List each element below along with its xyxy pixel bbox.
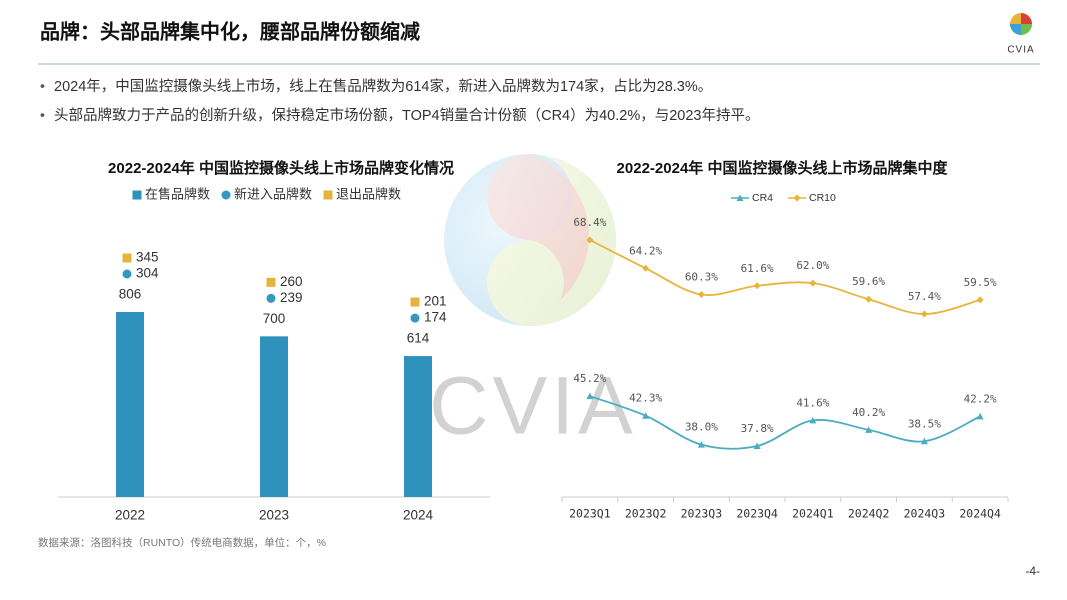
data-point — [976, 412, 984, 420]
value-label: 45.2% — [573, 372, 606, 385]
value-label: 38.0% — [685, 421, 718, 434]
bullet: 2024年，中国监控摄像头线上市场，线上在售品牌数为614家，新进入品牌数为17… — [54, 78, 712, 95]
value-label: 59.6% — [852, 275, 885, 288]
x-tick-label: 2024 — [403, 508, 434, 523]
marker-value-label: 239 — [280, 290, 303, 305]
x-tick-label: 2023Q3 — [681, 507, 723, 521]
chart-title: 2022-2024年 中国监控摄像头线上市场品牌变化情况 — [108, 159, 454, 177]
data-point — [586, 236, 594, 244]
x-tick-label: 2022 — [115, 508, 145, 523]
marker-value-label: 260 — [280, 274, 303, 289]
bar — [404, 356, 432, 497]
x-tick-label: 2024Q4 — [959, 507, 1001, 521]
x-tick-label: 2024Q1 — [792, 507, 834, 521]
legend-marker — [221, 190, 231, 200]
value-label: 61.6% — [741, 262, 774, 275]
series-line — [589, 395, 981, 450]
value-label: 42.3% — [629, 392, 662, 405]
watermark-emblem — [444, 154, 616, 326]
value-label: 62.0% — [796, 259, 829, 272]
x-tick-label: 2023Q4 — [736, 507, 778, 521]
bullet-dot: • — [40, 107, 45, 123]
source-note: 数据来源：洛图科技（RUNTO）传统电商数据，单位：个，% — [38, 536, 326, 549]
data-point — [865, 295, 873, 303]
legend-label: 新进入品牌数 — [234, 186, 312, 201]
value-label: 64.2% — [629, 244, 662, 257]
x-tick-label: 2023 — [259, 508, 289, 523]
data-point — [753, 442, 761, 449]
bar-value-label: 806 — [119, 287, 142, 302]
data-point — [642, 264, 650, 272]
bar — [260, 336, 288, 497]
legend-marker — [793, 194, 801, 202]
value-label: 38.5% — [908, 417, 941, 430]
logo-text: CVIA — [1007, 45, 1034, 56]
data-point — [920, 310, 928, 318]
value-label: 60.3% — [685, 271, 718, 284]
data-point — [586, 392, 594, 400]
value-marker — [266, 293, 276, 303]
data-point — [809, 279, 817, 287]
bar-value-label: 614 — [407, 331, 430, 346]
value-marker — [122, 253, 132, 263]
marker-value-label: 304 — [136, 266, 159, 281]
series-line — [589, 239, 981, 315]
x-tick-label: 2023Q2 — [625, 507, 667, 521]
legend-marker — [323, 190, 333, 200]
data-point — [976, 296, 984, 304]
legend-marker — [132, 190, 142, 200]
data-point — [920, 437, 928, 445]
marker-value-label: 201 — [424, 294, 447, 309]
x-tick-label: 2023Q1 — [569, 507, 611, 521]
bullet-dot: • — [40, 78, 45, 94]
value-label: 42.2% — [964, 392, 997, 405]
value-label: 41.6% — [796, 396, 829, 409]
bullet: 头部品牌致力于产品的创新升级，保持稳定市场份额，TOP4销量合计份额（CR4）为… — [54, 107, 759, 124]
slide-title: 品牌：头部品牌集中化，腰部品牌份额缩减 — [40, 19, 420, 43]
data-point — [809, 416, 817, 424]
data-point — [697, 291, 705, 299]
logo — [1010, 13, 1032, 35]
legend-label: CR10 — [809, 192, 836, 204]
data-point — [753, 282, 761, 290]
legend-label: 在售品牌数 — [145, 186, 210, 201]
data-point — [865, 426, 873, 433]
value-label: 37.8% — [741, 422, 774, 435]
value-marker — [266, 277, 276, 287]
value-label: 57.4% — [908, 290, 941, 303]
value-label: 68.4% — [573, 216, 606, 229]
value-marker — [410, 313, 420, 323]
data-point — [642, 412, 650, 419]
page-number: -4- — [1025, 564, 1040, 578]
chart-title: 2022-2024年 中国监控摄像头线上市场品牌集中度 — [617, 159, 949, 177]
value-label: 40.2% — [852, 406, 885, 419]
legend-label: CR4 — [752, 192, 773, 204]
value-label: 59.5% — [964, 276, 997, 289]
x-tick-label: 2024Q3 — [904, 507, 946, 521]
value-marker — [122, 269, 132, 279]
marker-value-label: 174 — [424, 310, 447, 325]
legend-marker — [736, 194, 744, 201]
bar — [116, 312, 144, 497]
bar-value-label: 700 — [263, 311, 286, 326]
x-tick-label: 2024Q2 — [848, 507, 890, 521]
value-marker — [410, 297, 420, 307]
watermark-text: CVIA — [429, 361, 636, 452]
marker-value-label: 345 — [136, 250, 159, 265]
data-point — [697, 441, 705, 448]
legend-label: 退出品牌数 — [336, 186, 401, 201]
